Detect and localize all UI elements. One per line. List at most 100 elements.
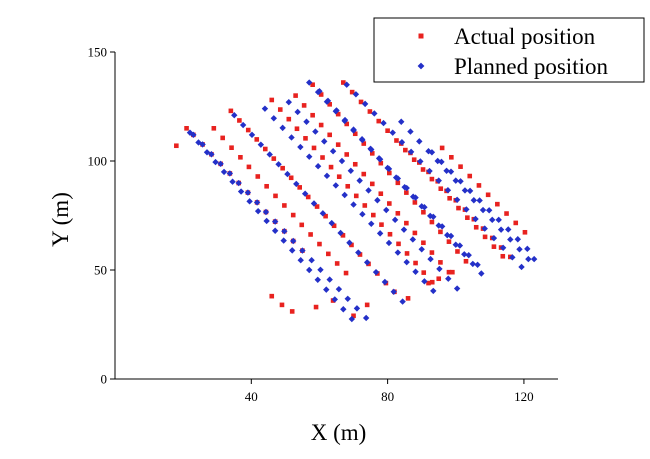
legend-box xyxy=(373,17,645,83)
actual-position-point xyxy=(450,269,455,275)
actual-position-point xyxy=(378,160,384,166)
planned-position-point xyxy=(281,227,288,235)
legend: Actual position Planned position xyxy=(373,17,645,83)
planned-position-point xyxy=(237,188,245,195)
y-tick-label: 100 xyxy=(88,154,108,169)
planned-position-point xyxy=(271,218,279,225)
planned-position-point xyxy=(481,225,488,232)
planned-position-point xyxy=(332,182,340,189)
planned-position-point xyxy=(383,206,390,214)
planned-position-point xyxy=(514,236,521,243)
actual-position-point xyxy=(327,132,332,138)
actual-position-point xyxy=(405,296,411,301)
planned-position-point xyxy=(329,147,337,155)
planned-position-point xyxy=(425,147,432,155)
actual-position-point xyxy=(352,161,358,167)
planned-position-point xyxy=(380,119,387,127)
actual-position-point xyxy=(361,141,367,146)
actual-position-point xyxy=(211,126,217,131)
legend-label: Actual position xyxy=(454,24,596,49)
planned-position-point xyxy=(509,254,516,261)
actual-position-point xyxy=(467,173,473,179)
planned-position-point xyxy=(435,222,442,229)
planned-position-point xyxy=(363,259,371,266)
actual-position-point xyxy=(334,261,340,266)
actual-position-point xyxy=(465,215,470,220)
actual-position-point xyxy=(310,112,315,118)
planned-position-point xyxy=(319,210,327,217)
actual-position-point xyxy=(439,145,445,151)
actual-position-point xyxy=(429,219,435,225)
actual-position-point xyxy=(421,209,426,215)
planned-position-point xyxy=(353,305,361,312)
planned-position-point xyxy=(344,295,351,302)
planned-position-point xyxy=(428,149,436,156)
planned-position-point xyxy=(452,241,459,248)
planned-position-point xyxy=(490,234,498,242)
planned-position-point xyxy=(314,163,322,170)
actual-position-point xyxy=(290,212,296,218)
planned-position-point xyxy=(407,128,414,135)
actual-position-point xyxy=(269,97,275,103)
planned-position-point xyxy=(280,237,287,244)
planned-position-point xyxy=(231,112,238,119)
planned-position-point xyxy=(474,261,481,268)
actual-position-point xyxy=(308,232,313,237)
planned-position-point xyxy=(275,161,282,168)
planned-position-point xyxy=(343,81,350,88)
planned-position-point xyxy=(346,239,353,246)
planned-position-point xyxy=(244,189,252,196)
planned-position-point xyxy=(412,268,419,275)
actual-position-point xyxy=(387,231,393,237)
actual-position-point xyxy=(436,276,442,282)
actual-position-point xyxy=(421,270,427,275)
actual-position-point xyxy=(513,220,519,226)
actual-position-point xyxy=(463,258,469,264)
planned-position-point xyxy=(389,129,396,136)
planned-position-point xyxy=(333,107,340,114)
actual-position-point xyxy=(310,82,315,87)
actual-position-point xyxy=(273,193,278,199)
actual-position-point xyxy=(335,111,341,117)
actual-position-point xyxy=(367,109,373,114)
actual-position-point xyxy=(349,242,354,248)
actual-position-point xyxy=(255,174,261,179)
planned-position-point xyxy=(507,236,514,243)
planned-position-point xyxy=(208,151,215,158)
planned-position-point xyxy=(453,196,461,204)
planned-position-point xyxy=(518,263,525,271)
legend-marker-planned xyxy=(417,62,425,70)
actual-position-point xyxy=(282,203,287,208)
actual-position-point xyxy=(336,174,342,179)
planned-position-point xyxy=(217,160,224,168)
planned-position-point xyxy=(394,249,402,256)
actual-position-point xyxy=(438,186,444,191)
planned-position-point xyxy=(426,167,433,175)
planned-position-point xyxy=(288,134,295,141)
planned-position-point xyxy=(262,208,270,216)
actual-position-point xyxy=(358,99,364,105)
planned-position-point xyxy=(375,155,383,162)
planned-position-point xyxy=(226,170,234,177)
planned-position-point xyxy=(418,203,425,210)
actual-position-point xyxy=(369,151,375,156)
y-tick-label: 50 xyxy=(94,263,107,278)
actual-position-point xyxy=(352,131,358,137)
actual-position-point xyxy=(228,108,234,114)
actual-position-point xyxy=(229,145,234,151)
actual-position-point xyxy=(378,191,384,196)
planned-position-point xyxy=(337,229,344,237)
actual-position-point xyxy=(482,234,488,240)
planned-position-point xyxy=(447,168,455,175)
planned-position-point xyxy=(371,110,378,117)
planned-position-point xyxy=(299,247,306,254)
actual-position-point xyxy=(455,249,460,254)
actual-position-point xyxy=(371,212,376,218)
planned-position-point xyxy=(418,246,425,253)
planned-position-point xyxy=(505,226,512,233)
planned-position-point xyxy=(306,79,313,86)
planned-position-point xyxy=(381,278,389,286)
planned-position-point xyxy=(306,153,313,160)
planned-position-point xyxy=(452,177,459,184)
